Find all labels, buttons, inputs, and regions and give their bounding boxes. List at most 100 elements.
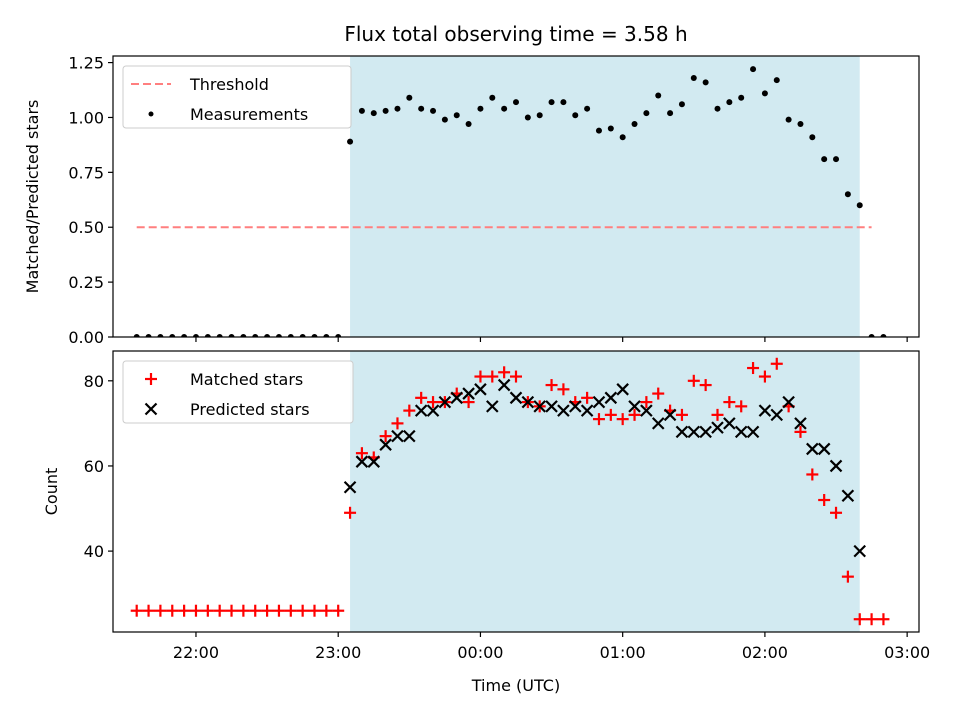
legend-measurements-swatch — [148, 111, 154, 117]
predicted-star-point — [450, 391, 464, 405]
predicted-star-point — [734, 425, 748, 439]
measurement-point — [323, 334, 330, 337]
matched-star-point — [261, 604, 274, 617]
x-stroke-b — [367, 455, 381, 468]
predicted-star-point — [343, 480, 357, 494]
x-stroke-b — [580, 404, 594, 417]
predicted-star-point — [486, 400, 499, 413]
x-stroke-b — [391, 429, 404, 443]
matched-star-point — [628, 408, 641, 421]
legend: Matched stars Predicted stars — [122, 360, 354, 424]
y-tick-label: 1.25 — [68, 54, 104, 73]
matched-star-point — [462, 396, 475, 409]
predicted-star-point — [580, 404, 594, 417]
plot-area — [133, 66, 887, 337]
legend-box — [122, 360, 354, 424]
predicted-star-point — [829, 459, 843, 473]
x-stroke-b — [687, 425, 701, 439]
matched-star-point — [427, 396, 440, 409]
predicted-star-point — [604, 391, 618, 405]
y-tick-label: 60 — [84, 457, 104, 476]
matched-star-point — [818, 494, 831, 507]
measurement-point — [358, 107, 365, 114]
measurement-point — [382, 107, 389, 114]
matched-star-point — [249, 604, 262, 617]
measurement-point — [619, 134, 626, 141]
matched-star-point — [166, 604, 179, 617]
measurement-point — [631, 121, 638, 128]
measurement-point — [335, 334, 342, 337]
x-stroke-b — [616, 383, 629, 396]
y-tick-label: 80 — [84, 372, 104, 391]
matched-star-point — [510, 370, 522, 383]
matched-star-point — [794, 425, 807, 438]
matched-star-point — [130, 604, 143, 617]
y-axis-title: Count — [42, 468, 61, 516]
x-stroke-b — [521, 395, 535, 409]
predicted-star-point — [770, 408, 784, 422]
measurement-point — [501, 105, 508, 112]
predicted-star-point — [414, 404, 428, 417]
matched-star-point — [640, 396, 653, 409]
measurement-point — [809, 134, 816, 141]
measurement-point — [714, 105, 721, 112]
chart-title: Flux total observing time = 3.58 h — [344, 22, 687, 46]
matched-star-point — [178, 604, 191, 617]
x-stroke-b — [651, 417, 665, 430]
predicted-star-point — [711, 421, 724, 434]
matched-star-point — [213, 604, 226, 617]
predicted-star-point — [853, 544, 867, 558]
x-stroke-b — [723, 417, 736, 430]
x-stroke-b — [758, 404, 772, 417]
measurement-point — [643, 110, 650, 117]
measurement-point — [797, 121, 804, 128]
x-stroke-b — [462, 387, 475, 400]
matched-star-point — [272, 604, 285, 617]
measurement-point — [204, 334, 211, 337]
predicted-star-point — [782, 395, 795, 409]
matched-star-point — [806, 468, 819, 481]
matched-star-point — [391, 417, 404, 430]
measurement-point — [833, 156, 840, 163]
measurement-point — [465, 121, 472, 128]
matched-star-point — [865, 613, 878, 626]
predicted-star-point — [438, 395, 452, 409]
matched-star-point — [284, 604, 297, 617]
matched-star-point — [474, 370, 487, 383]
predicted-star-point — [817, 442, 831, 456]
y-axis-title: Matched/Predicted stars — [23, 100, 42, 294]
measurement-point — [560, 99, 567, 106]
x-stroke-b — [817, 442, 831, 456]
measurement-point — [655, 92, 662, 99]
measurement-point — [773, 77, 780, 84]
measurement-point — [821, 156, 828, 163]
measurement-point — [726, 99, 733, 106]
predicted-star-point — [474, 383, 487, 396]
y-tick-label: 0.50 — [68, 218, 104, 237]
predicted-star-point — [533, 400, 546, 413]
x-stroke-b — [450, 391, 464, 405]
predicted-star-point — [616, 383, 629, 396]
matched-star-point — [711, 408, 724, 421]
predicted-star-point — [640, 404, 653, 417]
x-stroke-b — [592, 395, 606, 409]
x-stroke-b — [782, 395, 795, 409]
measurement-point — [370, 110, 377, 117]
predicted-star-point — [497, 378, 511, 392]
x-stroke-b — [770, 408, 784, 422]
x-stroke-b — [355, 455, 369, 468]
matched-star-point — [770, 357, 783, 370]
measurement-point — [667, 110, 674, 117]
measurement-point — [524, 114, 531, 121]
x-stroke-b — [144, 402, 158, 416]
x-stroke-b — [533, 400, 546, 413]
predicted-star-point — [663, 408, 677, 422]
measurement-point — [477, 105, 484, 112]
measurement-point — [418, 105, 425, 112]
measurement-point — [572, 112, 579, 119]
measurement-point — [169, 334, 176, 337]
legend-predicted-swatch — [144, 402, 158, 416]
measurement-point — [678, 101, 685, 108]
matched-star-point — [355, 447, 368, 460]
matched-star-point — [604, 408, 617, 421]
